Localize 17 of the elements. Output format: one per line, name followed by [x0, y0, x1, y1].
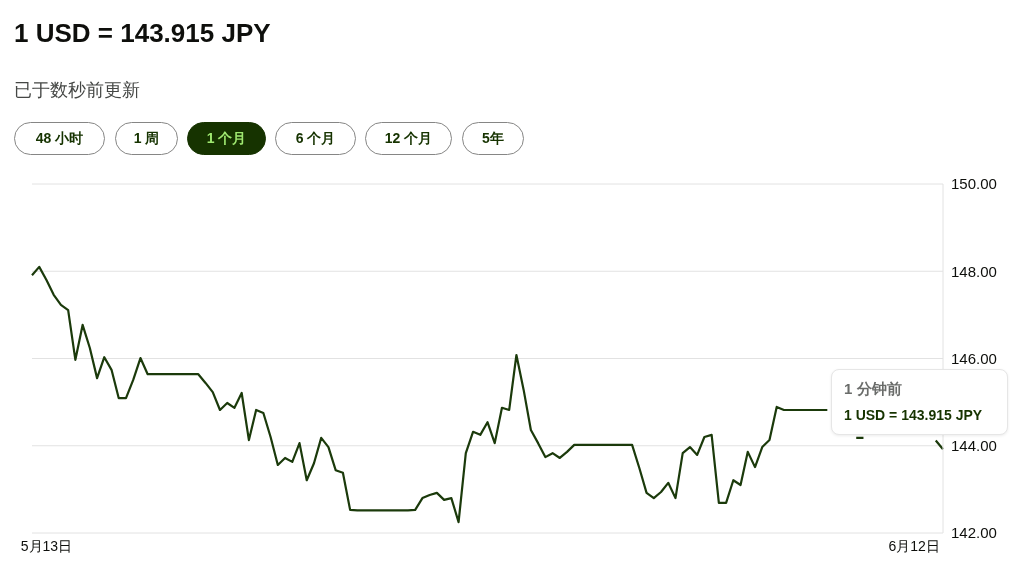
chart-subtitle: 已于数秒前更新 — [14, 79, 140, 102]
y-tick-label: 150.00 — [951, 175, 997, 193]
period-button: 5年 — [462, 122, 524, 155]
annotation: 1 USD = 143.915 JPY — [844, 407, 984, 423]
x-tick-label: 6月12日 — [888, 537, 940, 554]
period-button: 1 个月 — [187, 122, 266, 155]
x-tick-label: 5月13日 — [20, 537, 73, 554]
y-tick-label: 146.00 — [951, 349, 997, 367]
y-tick-label: 148.00 — [951, 262, 997, 280]
period-button: 1 周 — [115, 122, 178, 155]
y-tick-label: 142.00 — [951, 524, 997, 542]
period-button: 48 小时 — [14, 122, 105, 155]
chart-title: 1 USD = 143.915 JPY — [14, 18, 271, 49]
period-button: 12 个月 — [365, 122, 452, 155]
annotation: 1 分钟前 — [844, 380, 903, 399]
y-tick-label: 144.00 — [951, 437, 997, 455]
period-button: 6 个月 — [275, 122, 356, 155]
